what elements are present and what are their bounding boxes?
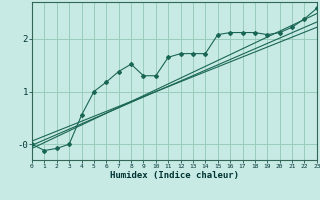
X-axis label: Humidex (Indice chaleur): Humidex (Indice chaleur) [110,171,239,180]
